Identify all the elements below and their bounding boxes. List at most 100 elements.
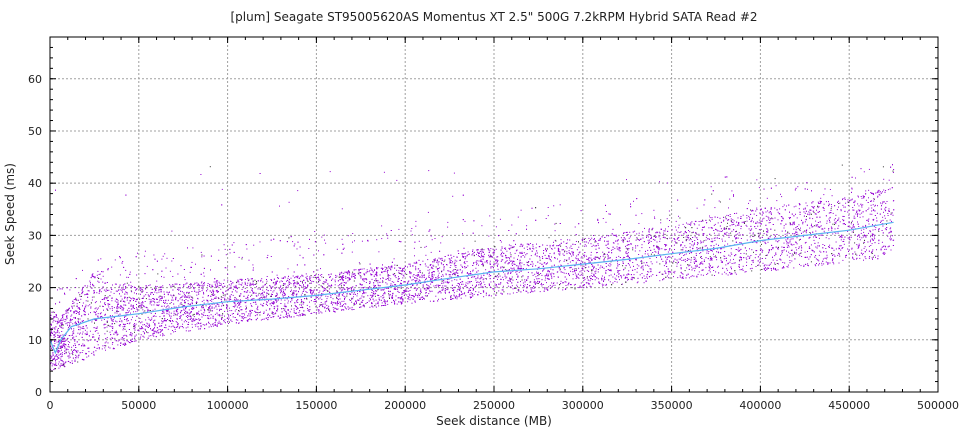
scatter-point — [361, 298, 362, 299]
scatter-point — [577, 249, 578, 250]
scatter-point — [436, 285, 437, 286]
scatter-point — [64, 363, 65, 364]
scatter-point — [96, 311, 97, 312]
scatter-point — [101, 312, 102, 313]
scatter-point — [753, 221, 754, 222]
scatter-point — [717, 235, 718, 236]
scatter-point — [838, 225, 839, 226]
scatter-point — [297, 190, 298, 191]
scatter-point — [266, 283, 267, 284]
scatter-point — [116, 331, 117, 332]
scatter-point — [90, 331, 91, 332]
scatter-point — [659, 263, 660, 264]
scatter-point — [108, 306, 109, 307]
scatter-point — [263, 297, 264, 298]
scatter-point — [172, 286, 173, 287]
scatter-point — [324, 240, 325, 241]
scatter-point — [315, 306, 316, 307]
scatter-point — [452, 196, 453, 197]
scatter-point — [803, 236, 804, 237]
scatter-point — [118, 341, 119, 342]
scatter-point — [777, 260, 778, 261]
scatter-point — [241, 316, 242, 317]
scatter-point — [732, 219, 733, 220]
scatter-point — [77, 352, 78, 353]
scatter-point — [286, 286, 287, 287]
scatter-point — [589, 240, 590, 241]
scatter-point — [739, 267, 740, 268]
scatter-point — [822, 244, 823, 245]
scatter-point — [623, 257, 624, 258]
scatter-point — [727, 223, 728, 224]
scatter-point — [387, 238, 388, 239]
scatter-point — [377, 267, 378, 268]
scatter-point — [171, 326, 172, 327]
scatter-point — [376, 307, 377, 308]
scatter-point — [267, 287, 268, 288]
scatter-point — [702, 248, 703, 249]
scatter-point — [55, 363, 56, 364]
scatter-point — [333, 298, 334, 299]
scatter-point — [689, 231, 690, 232]
scatter-point — [677, 277, 678, 278]
scatter-point — [672, 240, 673, 241]
scatter-point — [260, 304, 261, 305]
scatter-point — [723, 236, 724, 237]
scatter-point — [253, 267, 254, 268]
scatter-point — [171, 261, 172, 262]
scatter-point — [465, 253, 466, 254]
scatter-point — [434, 261, 435, 262]
scatter-point — [838, 218, 839, 219]
scatter-point — [749, 219, 750, 220]
scatter-point — [213, 323, 214, 324]
scatter-point — [678, 227, 679, 228]
scatter-point — [875, 193, 876, 194]
scatter-point — [192, 309, 193, 310]
scatter-point — [462, 272, 463, 273]
scatter-point — [428, 270, 429, 271]
scatter-point — [245, 284, 246, 285]
scatter-point — [285, 311, 286, 312]
scatter-point — [596, 268, 597, 269]
scatter-point — [787, 255, 788, 256]
scatter-point — [439, 273, 440, 274]
scatter-point — [314, 294, 315, 295]
scatter-point — [352, 242, 353, 243]
scatter-point — [397, 289, 398, 290]
scatter-point — [262, 290, 263, 291]
scatter-point — [333, 309, 334, 310]
scatter-point — [836, 242, 837, 243]
scatter-point — [581, 274, 582, 275]
scatter-point — [876, 249, 877, 250]
scatter-point — [742, 269, 743, 270]
scatter-point — [559, 251, 560, 252]
scatter-point — [688, 224, 689, 225]
scatter-point — [321, 302, 322, 303]
scatter-point — [539, 256, 540, 257]
scatter-point — [842, 237, 843, 238]
scatter-point — [225, 291, 226, 292]
scatter-point — [123, 305, 124, 306]
scatter-point — [343, 304, 344, 305]
scatter-point — [68, 349, 69, 350]
scatter-point — [307, 308, 308, 309]
scatter-point — [121, 320, 122, 321]
scatter-point — [642, 231, 643, 232]
scatter-point — [408, 288, 409, 289]
scatter-point — [144, 333, 145, 334]
scatter-point — [685, 259, 686, 260]
scatter-point — [747, 221, 748, 222]
scatter-point — [683, 224, 684, 225]
scatter-point — [198, 323, 199, 324]
scatter-point — [759, 235, 760, 236]
scatter-point — [207, 315, 208, 316]
scatter-point — [398, 229, 399, 230]
scatter-point — [569, 250, 570, 251]
scatter-point — [462, 266, 463, 267]
scatter-point — [756, 254, 757, 255]
scatter-point — [447, 222, 448, 223]
scatter-point — [728, 207, 729, 208]
scatter-point — [81, 293, 82, 294]
scatter-point — [62, 360, 63, 361]
scatter-point — [300, 255, 301, 256]
